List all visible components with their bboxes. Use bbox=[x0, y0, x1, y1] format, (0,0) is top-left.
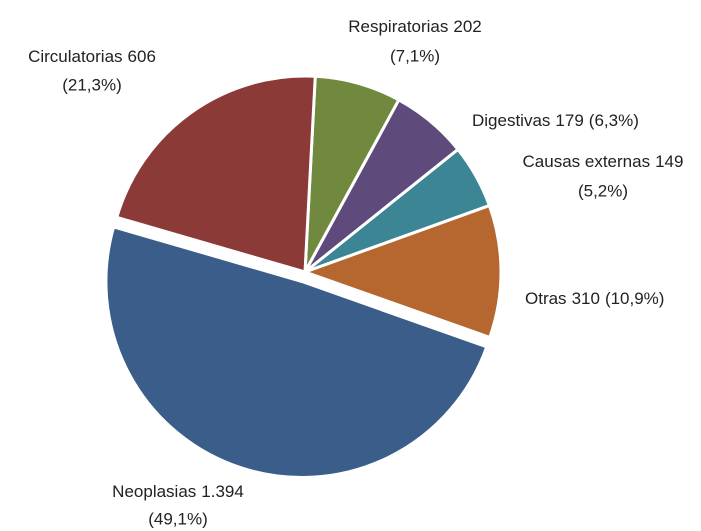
category-name: Circulatorias bbox=[28, 47, 122, 66]
percentage-label: (10,9%) bbox=[605, 289, 665, 308]
percentage-label: (21,3%) bbox=[62, 75, 122, 94]
percentage-label: (49,1%) bbox=[148, 509, 208, 528]
category-name: Causas externas bbox=[523, 152, 651, 171]
value-label: 606 bbox=[128, 47, 156, 66]
value-label: 1.394 bbox=[201, 482, 244, 501]
category-name: Digestivas bbox=[472, 111, 550, 130]
data-label: Respiratorias 202 bbox=[348, 17, 482, 36]
category-name: Otras bbox=[525, 289, 567, 308]
category-name: Respiratorias bbox=[348, 17, 448, 36]
data-label: Digestivas 179 (6,3%) bbox=[472, 111, 639, 130]
value-label: 179 bbox=[555, 111, 583, 130]
data-label: Causas externas 149 bbox=[523, 152, 684, 171]
percentage-label: (6,3%) bbox=[589, 111, 639, 130]
data-label: Neoplasias 1.394 bbox=[112, 482, 244, 501]
percentage-label: (7,1%) bbox=[390, 46, 440, 65]
data-label: Circulatorias 606 bbox=[28, 47, 156, 66]
value-label: 310 bbox=[572, 289, 600, 308]
data-label: Otras 310 (10,9%) bbox=[525, 289, 664, 308]
category-name: Neoplasias bbox=[112, 482, 196, 501]
value-label: 202 bbox=[453, 17, 481, 36]
value-label: 149 bbox=[655, 152, 683, 171]
percentage-label: (5,2%) bbox=[578, 181, 628, 200]
pie-slice bbox=[115, 74, 317, 274]
pie-slice bbox=[303, 204, 503, 339]
pie-slice bbox=[104, 225, 489, 480]
